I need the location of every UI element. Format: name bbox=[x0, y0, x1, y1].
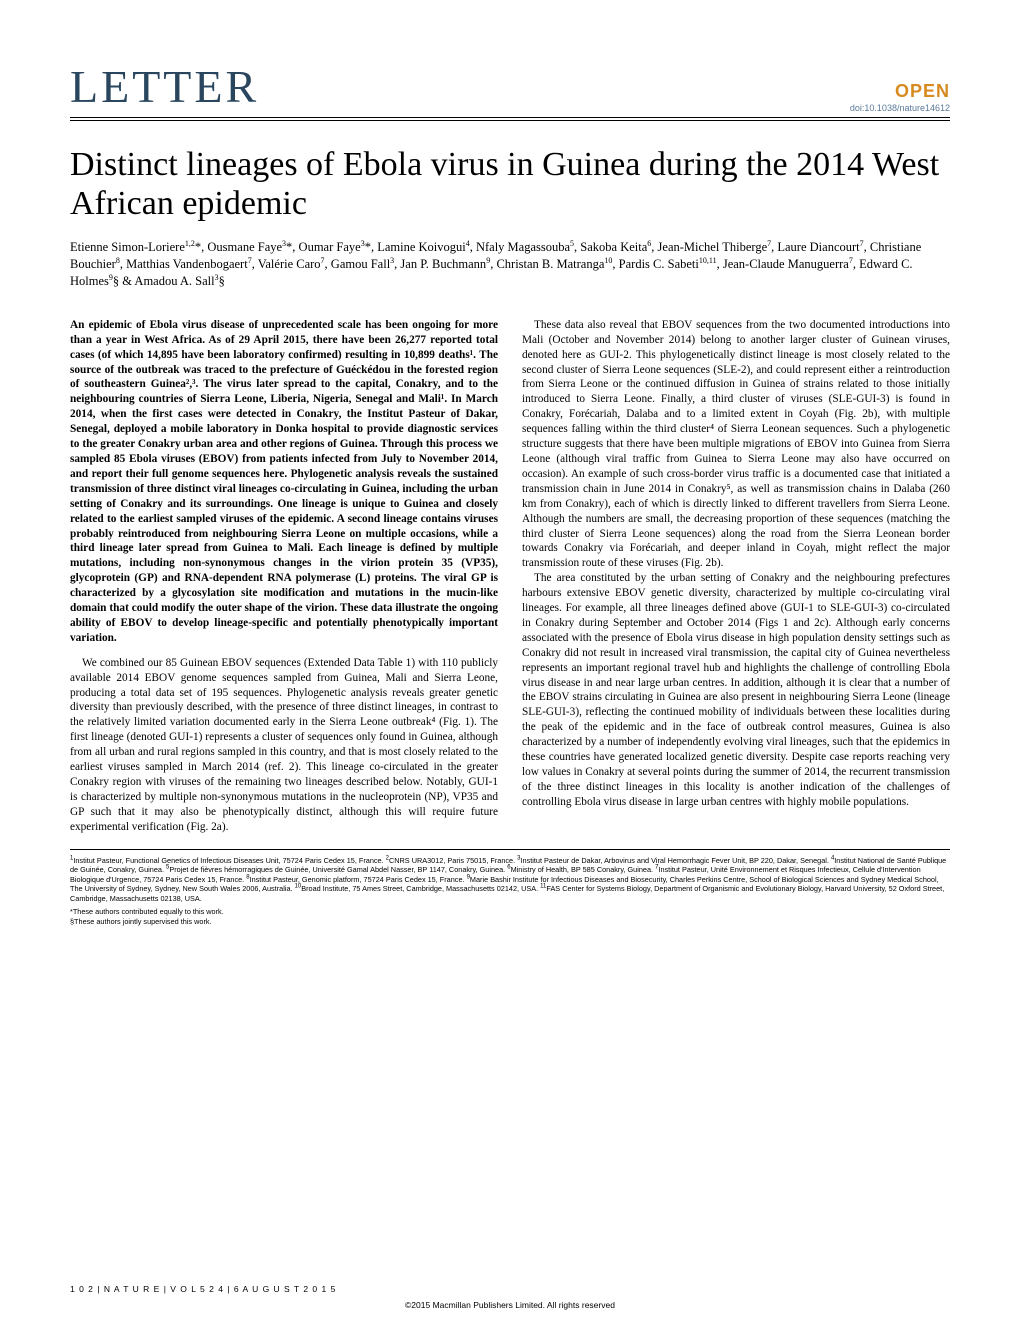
body-paragraph: We combined our 85 Guinean EBOV sequence… bbox=[70, 656, 498, 835]
page-info: 1 0 2 | N A T U R E | V O L 5 2 4 | 6 A … bbox=[70, 1284, 950, 1294]
article-title: Distinct lineages of Ebola virus in Guin… bbox=[70, 145, 950, 223]
body-columns: An epidemic of Ebola virus disease of un… bbox=[70, 318, 950, 835]
page-footer: 1 0 2 | N A T U R E | V O L 5 2 4 | 6 A … bbox=[70, 1284, 950, 1310]
footnote-supervised: §These authors jointly supervised this w… bbox=[70, 917, 950, 926]
body-paragraph: The area constituted by the urban settin… bbox=[522, 571, 950, 810]
abstract: An epidemic of Ebola virus disease of un… bbox=[70, 318, 498, 646]
author-list: Etienne Simon-Loriere1,2*, Ousmane Faye3… bbox=[70, 239, 950, 290]
open-doi-block: OPEN doi:10.1038/nature14612 bbox=[850, 81, 950, 113]
body-paragraph: These data also reveal that EBOV sequenc… bbox=[522, 318, 950, 571]
footnote-equal: *These authors contributed equally to th… bbox=[70, 907, 950, 916]
doi-text: doi:10.1038/nature14612 bbox=[850, 103, 950, 113]
open-badge: OPEN bbox=[850, 81, 950, 102]
footnotes: *These authors contributed equally to th… bbox=[70, 907, 950, 926]
letter-label: LETTER bbox=[70, 60, 259, 113]
affiliations: 1Institut Pasteur, Functional Genetics o… bbox=[70, 849, 950, 903]
copyright: ©2015 Macmillan Publishers Limited. All … bbox=[70, 1300, 950, 1310]
header-row: LETTER OPEN doi:10.1038/nature14612 bbox=[70, 60, 950, 121]
